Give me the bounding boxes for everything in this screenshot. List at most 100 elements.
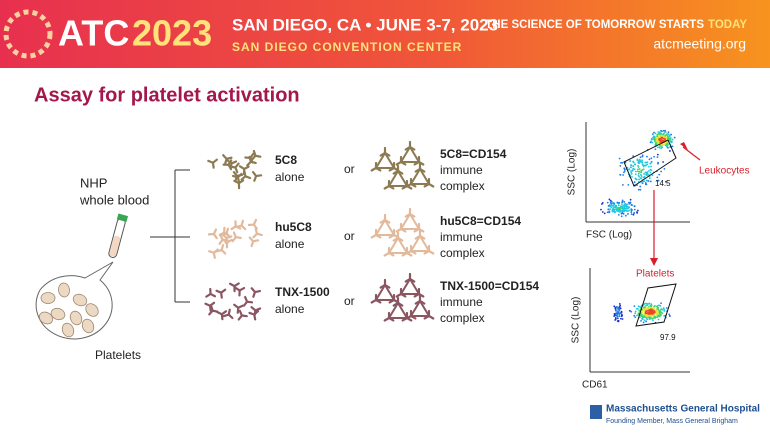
complex-note: immune <box>440 295 483 309</box>
event-dot <box>617 319 620 322</box>
event-dot <box>633 314 636 317</box>
event-dot <box>649 180 652 183</box>
event-dot <box>616 315 619 318</box>
event-dot <box>603 212 606 215</box>
event-dot <box>624 209 627 212</box>
antibody <box>250 306 262 317</box>
antibody <box>218 234 229 245</box>
event-dot <box>668 313 671 316</box>
event-dot <box>659 310 662 313</box>
logo-text: ATC <box>58 13 129 54</box>
event-dot <box>654 316 657 319</box>
event-dot <box>653 305 656 308</box>
event-dot <box>626 203 629 206</box>
antibody <box>242 295 254 307</box>
event-dot <box>643 173 645 175</box>
event-dot <box>644 302 646 305</box>
event-dot <box>624 205 627 207</box>
complex-note: immune <box>440 163 483 177</box>
event-dot <box>665 137 668 139</box>
antibody <box>229 162 240 174</box>
event-dot <box>650 314 652 317</box>
complex <box>374 218 396 236</box>
x-axis-label: FSC (Log) <box>586 230 632 241</box>
event-dot <box>660 139 663 142</box>
complex-note: complex <box>440 311 485 325</box>
event-dot <box>660 132 663 135</box>
platelets-label: Platelets <box>95 348 141 362</box>
event-dot <box>647 165 650 168</box>
event-dot <box>628 309 631 312</box>
event-dot <box>649 168 652 171</box>
event-dot <box>620 315 623 318</box>
event-dot <box>650 140 653 143</box>
event-dot <box>607 208 610 211</box>
event-dot <box>609 208 612 211</box>
antibody <box>405 309 417 320</box>
event-dot <box>628 206 631 209</box>
event-dot <box>640 171 642 174</box>
event-dot <box>629 198 632 201</box>
complex-name: 5C8=CD154 <box>440 147 507 161</box>
event-dot <box>641 318 644 321</box>
event-dot <box>668 138 671 140</box>
event-dot <box>660 308 662 311</box>
event-dot <box>617 204 620 207</box>
event-dot <box>648 302 651 305</box>
event-dot <box>623 168 626 171</box>
event-dot <box>633 181 636 183</box>
antibody <box>228 282 240 293</box>
antibody <box>413 155 425 166</box>
event-dot <box>634 170 637 173</box>
event-dot <box>660 170 663 173</box>
event-dot <box>631 169 634 172</box>
event-dot <box>606 211 609 214</box>
event-dot <box>613 315 616 317</box>
connector: or <box>344 162 355 176</box>
event-dot <box>618 157 621 160</box>
antibody <box>205 287 217 298</box>
event-dot <box>660 302 662 305</box>
event-dot <box>638 178 640 181</box>
event-dot <box>633 168 636 171</box>
event-dot <box>625 207 628 210</box>
event-dot <box>657 310 659 313</box>
event-dot <box>617 210 620 213</box>
event-dot <box>617 311 620 314</box>
event-dot <box>657 308 660 311</box>
event-dot <box>667 131 670 134</box>
event-dot <box>635 314 638 317</box>
gate <box>623 139 677 187</box>
event-dot <box>661 146 664 149</box>
event-dot <box>618 305 621 308</box>
event-dot <box>653 131 655 134</box>
event-dot <box>636 170 639 173</box>
event-dot <box>628 203 631 205</box>
event-dot <box>630 211 633 214</box>
event-dot <box>615 209 618 212</box>
event-dot <box>639 185 642 188</box>
antibody <box>215 244 227 255</box>
event-dot <box>656 156 659 159</box>
event-dot <box>636 159 639 162</box>
event-dot <box>614 307 617 310</box>
event-dot <box>642 180 644 183</box>
event-dot <box>613 312 616 315</box>
event-dot <box>656 153 659 156</box>
event-dot <box>620 317 622 320</box>
event-dot <box>640 177 643 179</box>
event-dot <box>619 165 622 167</box>
antibody <box>230 220 242 231</box>
event-dot <box>650 160 653 163</box>
event-dot <box>637 174 640 177</box>
event-dot <box>640 319 642 322</box>
event-dot <box>644 312 647 315</box>
event-dot <box>645 320 648 323</box>
antibody <box>414 162 426 173</box>
event-dot <box>643 319 646 322</box>
event-dot <box>639 188 642 191</box>
event-dot <box>614 319 616 321</box>
antibody <box>423 177 435 188</box>
event-dot <box>650 308 653 311</box>
event-dot <box>620 215 623 218</box>
